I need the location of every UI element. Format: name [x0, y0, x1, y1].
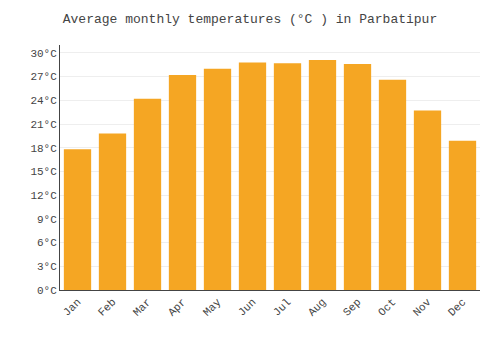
svg-text:15°C: 15°C — [30, 166, 57, 178]
svg-text:Average monthly temperatures (: Average monthly temperatures (°C ) in Pa… — [63, 12, 437, 27]
svg-text:Apr: Apr — [166, 296, 188, 318]
svg-text:3°C: 3°C — [37, 261, 57, 273]
svg-text:Feb: Feb — [96, 296, 118, 318]
svg-text:0°C: 0°C — [37, 285, 57, 297]
svg-text:Mar: Mar — [131, 296, 153, 318]
svg-text:May: May — [201, 296, 224, 319]
svg-text:Sep: Sep — [341, 296, 363, 318]
svg-text:Jan: Jan — [61, 296, 83, 318]
svg-text:Nov: Nov — [411, 296, 434, 319]
svg-text:18°C: 18°C — [30, 143, 57, 155]
svg-text:Dec: Dec — [446, 296, 468, 318]
svg-text:30°C: 30°C — [30, 48, 57, 60]
svg-text:9°C: 9°C — [37, 214, 57, 226]
svg-text:6°C: 6°C — [37, 237, 57, 249]
svg-text:27°C: 27°C — [30, 71, 57, 83]
svg-text:12°C: 12°C — [30, 190, 57, 202]
svg-text:Aug: Aug — [306, 296, 328, 318]
svg-text:Oct: Oct — [376, 296, 398, 318]
svg-text:Jun: Jun — [236, 296, 258, 318]
svg-text:21°C: 21°C — [30, 119, 57, 131]
svg-text:Jul: Jul — [271, 296, 293, 318]
svg-text:24°C: 24°C — [30, 95, 57, 107]
